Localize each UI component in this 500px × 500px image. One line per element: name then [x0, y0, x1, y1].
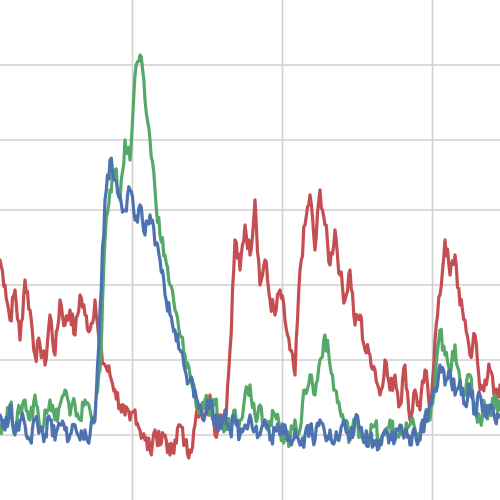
- series-layer: [0, 53, 500, 460]
- red-series-line: [0, 188, 500, 460]
- blue-series-line: [0, 156, 500, 452]
